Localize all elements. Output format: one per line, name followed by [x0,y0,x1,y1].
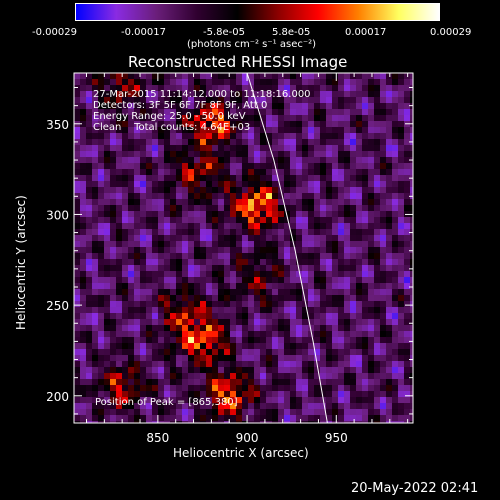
colorbar-tick-label: 0.00029 [430,27,472,38]
clean-total-counts: Clean Total counts: 4.64E+03 [93,122,251,133]
colorbar [75,3,440,21]
x-axis-label: Heliocentric X (arcsec) [173,446,309,460]
colorbar-tick-label: -5.8e-05 [203,27,245,38]
energy-range: Energy Range: 25.0 - 50.0 keV [93,111,246,122]
x-tick-label: 850 [146,431,169,445]
plot-frame [73,72,414,424]
peak-position: Position of Peak = [865,380] [95,397,238,408]
y-axis-label: Heliocentric Y (arcsec) [14,195,28,330]
y-tick-label: 300 [46,208,69,222]
colorbar-unit-label: (photons cm⁻² s⁻¹ asec⁻²) [187,39,317,50]
detectors-info: Detectors: 3F 5F 6F 7F 8F 9F, Att 0 [93,100,268,111]
solar-limb-curve [246,73,328,423]
colorbar-tick-label: -0.00029 [32,27,77,38]
colorbar-tick-label: -0.00017 [121,27,166,38]
timestamp: 20-May-2022 02:41 [351,481,479,496]
colorbar-tick-label: 0.00017 [345,27,387,38]
observation-time: 27-Mar-2015 11:14:12.000 to 11:18:16.000 [93,89,311,100]
colorbar-tick-label: 5.8e-05 [272,27,311,38]
y-tick-label: 250 [46,299,69,313]
y-tick-label: 350 [46,118,69,132]
x-tick-label: 900 [236,431,259,445]
x-tick-label: 950 [325,431,348,445]
chart-title: Reconstructed RHESSI Image [128,53,348,71]
y-tick-label: 200 [46,390,69,404]
